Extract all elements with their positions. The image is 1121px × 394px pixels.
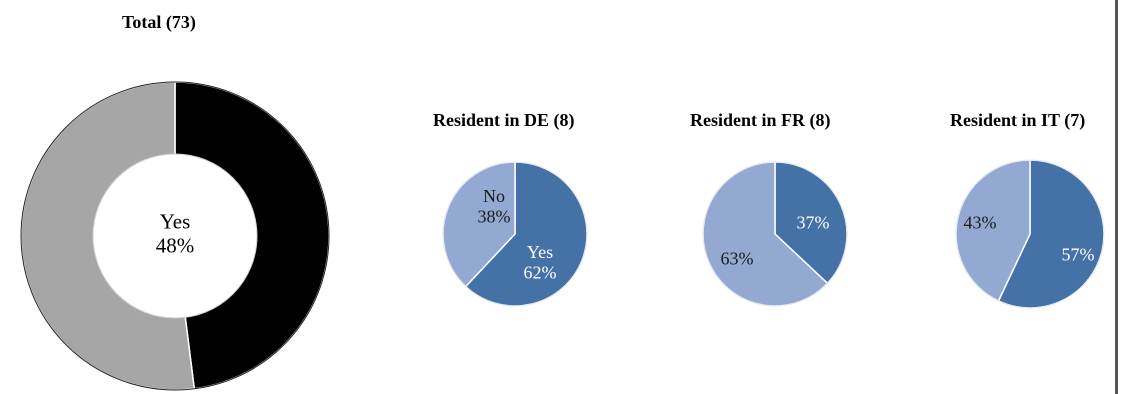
pie-outline: [955, 159, 1105, 309]
chart-title-de: Resident in DE (8): [433, 110, 575, 130]
data-label-no: 43%: [964, 212, 997, 232]
pie-outline: [442, 161, 588, 307]
pie-chart-1: Yes 62% No 38%: [442, 161, 588, 307]
pie-outline: [20, 81, 330, 391]
pie-chart-0: Yes 48%: [20, 81, 330, 391]
chart-title-total: Total (73): [122, 12, 196, 32]
data-label-yes: 57%: [1062, 244, 1095, 264]
data-label-yes: 37%: [797, 212, 830, 232]
pie-chart-3: 57% 43%: [955, 159, 1105, 309]
data-label-yes: Yes 48%: [156, 209, 195, 257]
chart-title-it: Resident in IT (7): [950, 110, 1086, 130]
pie-chart-2: 37% 63%: [702, 161, 848, 307]
donut-hole: [92, 153, 258, 319]
pie-outline: [702, 161, 848, 307]
data-label-yes: Yes 62%: [524, 242, 557, 283]
panel-border: [1115, 0, 1118, 394]
chart-title-fr: Resident in FR (8): [690, 110, 831, 130]
data-label-no: No 38%: [478, 186, 511, 227]
data-label-no: 63%: [721, 248, 754, 268]
